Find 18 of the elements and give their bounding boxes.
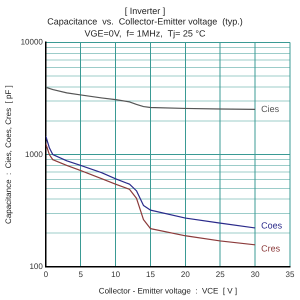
x-tick-label: 20 bbox=[180, 270, 190, 279]
y-tick-label: 10000 bbox=[20, 38, 44, 47]
series-label: Cies bbox=[261, 104, 280, 114]
x-tick-label: 10 bbox=[111, 270, 121, 279]
series-label: Cres bbox=[261, 243, 281, 254]
chart-subtitle: VGE=0V, f= 1MHz, Tj= 25 °C bbox=[84, 28, 206, 38]
x-axis-title: Collector - Emitter voltage : VCE [ V ] bbox=[98, 286, 238, 296]
y-tick-label: 100 bbox=[29, 262, 44, 272]
x-tick-label: 35 bbox=[286, 270, 295, 279]
chart-title: [ Inverter ] Capacitance vs. Collector-Emitter voltage (typ.) bbox=[47, 6, 243, 27]
y-axis-title: Capacitance : Cies, Coes, Cres [ pF ] bbox=[4, 85, 14, 224]
series-label: Coes bbox=[261, 220, 283, 230]
x-tick-label: 25 bbox=[216, 270, 226, 279]
x-tick-label: 30 bbox=[250, 270, 260, 279]
y-tick-label: 1000 bbox=[25, 150, 44, 159]
x-tick-label: 5 bbox=[78, 270, 84, 279]
x-tick-label: 0 bbox=[44, 270, 49, 279]
x-tick-label: 15 bbox=[146, 270, 156, 279]
